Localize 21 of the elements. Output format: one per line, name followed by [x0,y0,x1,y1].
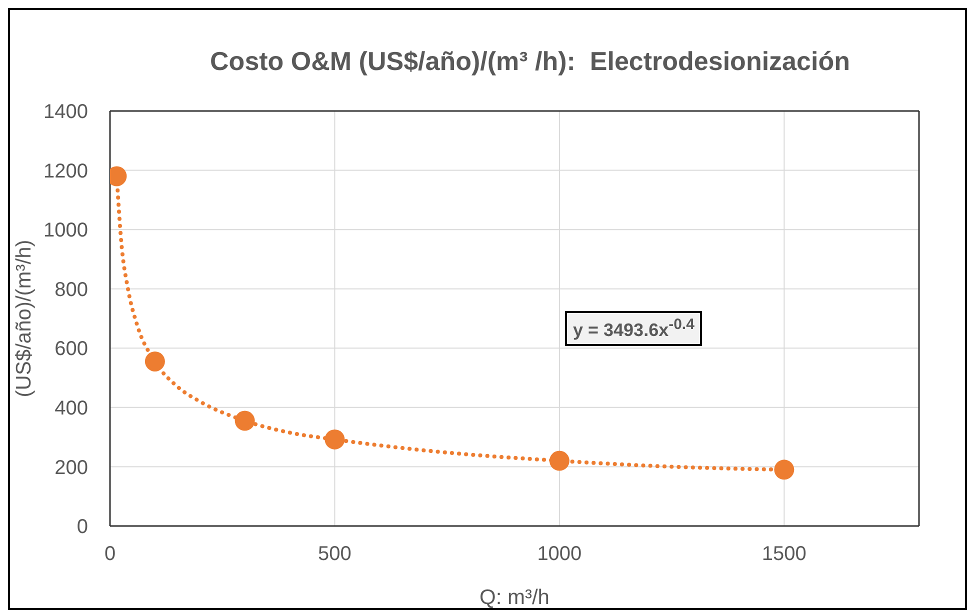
point [234,410,255,431]
point [324,429,345,450]
y-tick-label: 0 [76,516,88,538]
y-tick-label: 400 [54,398,88,420]
x-tick-label: 500 [318,543,352,566]
y-tick-label: 1400 [44,101,88,124]
point [774,460,794,480]
point [144,351,165,372]
point [549,450,570,471]
x-tick-label: 1500 [762,543,806,566]
x-axis-title: Q: m³/h [479,586,550,609]
y-tick-label: 1000 [44,220,88,242]
y-tick-label: 1200 [44,160,88,182]
equation-box: y = 3493.6x$^{-0.4}$ [565,311,702,346]
y-tick-label: 600 [54,338,88,360]
x-tick-label: 1000 [537,543,582,566]
x-tick-label: 0 [104,543,116,566]
y-tick-label: 200 [54,456,88,479]
y-axis-title: (US$/año)/(m³/h) [12,240,36,398]
y-tick-label: 800 [54,278,88,301]
chart-title: Costo O&M (US$/año)/(m³ /h): Electrodesionización [209,46,851,77]
